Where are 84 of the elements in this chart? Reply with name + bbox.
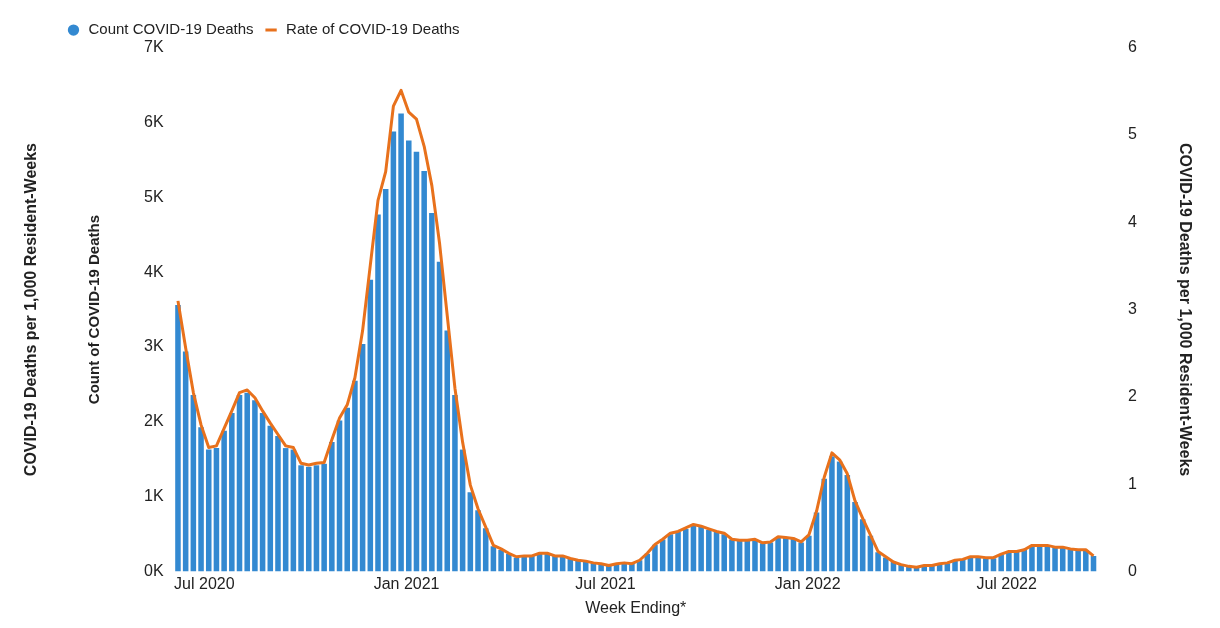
bar <box>305 466 312 572</box>
bar <box>229 412 235 572</box>
bar <box>682 528 689 572</box>
y-tick-label: 0K <box>143 562 164 580</box>
y2-tick-label: 3 <box>1127 300 1137 318</box>
y-tick-label: 5K <box>143 187 164 205</box>
bar <box>852 501 858 572</box>
bar <box>321 463 327 572</box>
bar <box>798 542 804 572</box>
bar <box>506 553 512 572</box>
bar <box>413 151 420 572</box>
y2-tick-label: 4 <box>1127 212 1137 230</box>
bar <box>329 442 335 572</box>
bar <box>552 555 558 572</box>
bar <box>352 380 358 572</box>
bar <box>675 531 681 572</box>
x-tick-label: Jan 2021 <box>373 574 440 592</box>
y2-tick-label: 5 <box>1127 125 1137 143</box>
bar <box>975 557 981 572</box>
bar <box>313 465 320 572</box>
bar <box>782 537 789 572</box>
bar <box>390 131 397 572</box>
bar <box>429 213 435 572</box>
y-tick-label: 1K <box>143 487 164 505</box>
bar <box>983 558 989 572</box>
bar <box>198 427 204 572</box>
x-tick-label: Jul 2020 <box>174 574 235 592</box>
y-tick-label: 6K <box>143 112 164 130</box>
bar <box>752 540 758 572</box>
bar <box>375 214 381 572</box>
bar <box>698 526 704 572</box>
bar <box>252 400 258 572</box>
bar <box>721 534 727 572</box>
bar <box>1083 549 1089 572</box>
bar <box>444 330 451 572</box>
bar <box>1029 545 1035 572</box>
x-tick-label: Jul 2022 <box>976 574 1038 592</box>
y-tick-label: 4K <box>143 262 164 280</box>
bar <box>452 394 458 572</box>
bar <box>729 539 735 572</box>
bar <box>244 392 250 572</box>
bar <box>475 510 481 572</box>
bar <box>775 537 781 572</box>
x-tick-label: Jan 2022 <box>774 574 841 592</box>
bar <box>1052 547 1058 572</box>
bar <box>829 456 835 572</box>
y-tick-label: 3K <box>143 337 164 355</box>
bar <box>298 465 304 572</box>
bar <box>344 407 350 572</box>
y-tick-label: 2K <box>143 412 164 430</box>
y2-axis-title: COVID-19 Deaths per 1,000 Resident-Weeks <box>1176 143 1194 477</box>
bar <box>282 448 289 572</box>
y2-tick-label: 0 <box>1127 562 1137 580</box>
bar <box>498 549 504 572</box>
legend-label: Count COVID-19 Deaths <box>88 20 254 38</box>
bar <box>398 113 404 572</box>
bar <box>1021 549 1028 572</box>
bar <box>406 140 412 572</box>
bar <box>544 553 551 572</box>
bar <box>821 478 827 572</box>
y-tick-label: 7K <box>143 38 164 56</box>
bar <box>221 430 227 572</box>
bar <box>275 436 281 572</box>
legend-label: Rate of COVID-19 Deaths <box>286 20 460 38</box>
y2-tick-label: 1 <box>1127 474 1137 492</box>
bar <box>1075 549 1081 572</box>
bar <box>1059 547 1066 572</box>
bar <box>521 555 527 572</box>
y2-tick-label: 2 <box>1127 387 1137 405</box>
text: COVID-19 Deaths per 1,000 Resident-Weeks <box>22 143 40 477</box>
bar <box>421 171 427 572</box>
bar <box>652 544 658 572</box>
x-axis-title: Week Ending* <box>585 598 687 616</box>
bar <box>806 535 812 572</box>
bar <box>706 529 712 572</box>
bar <box>529 555 535 572</box>
y2-tick-label: 6 <box>1127 38 1137 56</box>
y-axis-title: Count of COVID-19 Deaths <box>85 215 103 405</box>
bar <box>382 189 389 572</box>
bar <box>175 305 181 572</box>
bar <box>213 448 220 572</box>
bar <box>875 552 881 572</box>
bar <box>205 449 212 572</box>
x-tick-label: Jul 2021 <box>575 574 636 592</box>
